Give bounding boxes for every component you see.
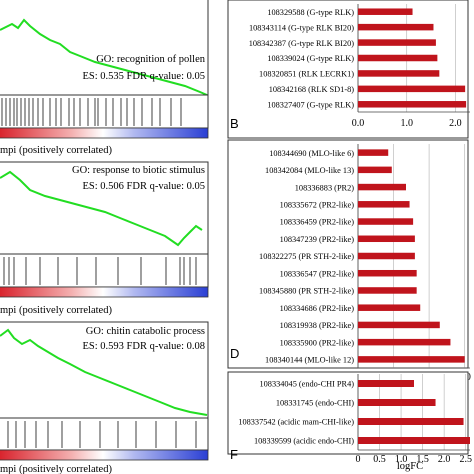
category-label: 108336459 (PR2-like) [280,218,355,227]
gsea-1-hit-marks [1,98,182,126]
x-tick-label: 1.0 [400,118,413,129]
category-label: 108339599 (acidic endo-CHI) [254,437,354,446]
gsea-3-caption: mpi (positively correlated) [0,464,112,474]
x-tick-label: 2.0 [449,118,462,129]
bar [358,399,436,406]
gsea-2-stats: ES: 0.506 FDR q-value: 0.05 [83,181,206,192]
bar [358,269,417,277]
category-label: 108339024 (G-type RLK) [267,54,354,63]
bar [358,8,413,15]
gsea-1-enrichment-line [0,18,208,96]
gsea-2-go-label: GO: response to biotic stimulus [72,165,205,176]
gsea-3-rank-bar [0,449,209,461]
bar-chart-d: 01.02.03.0108344690 (MLO-like 6)10834208… [227,139,471,383]
gsea-1-stats: ES: 0.535 FDR q-value: 0.05 [83,71,206,82]
gsea-3-go-label: GO: chitin catabolic process [86,326,205,337]
category-label: 108340144 (MLO-like 12) [265,356,354,365]
gsea-3-stats: ES: 0.593 FDR q-value: 0.08 [83,341,206,352]
gsea-1-rank-bar [0,127,209,139]
category-label: 108329588 (G-type RLK) [267,8,354,17]
gsea-1-caption: mpi (positively correlated) [0,145,112,156]
category-label: 108342387 (G-type RLK BI20) [249,39,355,48]
gsea-panel-1: GO: recognition of pollen ES: 0.535 FDR … [0,0,209,156]
category-label: 108335900 (PR2-like) [280,338,355,347]
x-tick-label: 1.0 [395,454,408,465]
x-tick-label: 1.5 [416,454,429,465]
category-label: 108322275 (PR STH-2-like) [259,252,354,261]
chart-b-frame [227,0,469,139]
gsea-panel-3: GO: chitin catabolic process ES: 0.593 F… [0,321,209,474]
category-label: 108344690 (MLO-like 6) [269,149,354,158]
bar [358,70,440,77]
category-label: 108337542 (acidic mam-CHI-like) [238,418,354,427]
bar [358,54,438,62]
gsea-2-hit-box [0,253,209,288]
gsea-2-rank-bar [0,286,209,298]
x-tick-label: 0 [356,454,361,465]
category-label: 108334045 (endo-CHI PR4) [260,380,355,389]
bar [358,101,467,108]
panel-letter-f: F [230,447,238,462]
gsea-2-enrichment-line [0,170,203,247]
x-tick-label: 0.0 [352,118,365,129]
bar [358,304,421,311]
x-tick-label: 2.0 [438,454,451,465]
x-tick-label: 0.5 [373,454,386,465]
bar [358,252,415,260]
bar [358,287,417,294]
bar-chart-b: 0.0 1.0 2.0 108329588 (G-type RLK) 108343114… [227,0,470,139]
bar [358,183,406,191]
chart-d-frame [227,139,469,369]
bar [358,166,392,174]
category-label: 108336547 (PR2-like) [280,269,355,278]
category-label: 108331745 (endo-CHI) [276,399,354,408]
x-tick-label: 2.5 [459,454,472,465]
gsea-2-hit-marks [3,257,197,285]
category-label: 108342168 (RLK SD1-8) [269,85,355,94]
bar-chart-f: 0 0.5 1.0 1.5 2.0 2.5 108334045 (endo-CHI PR4)… [227,371,472,465]
category-label: 108327407 (G-type RLK) [267,100,354,109]
category-label: 108342084 (MLO-like 13) [265,166,354,175]
bar [358,437,470,444]
chart-f-x-axis-label: logFC [397,461,423,472]
bar [358,418,464,425]
category-label: 108343114 (G-type RLK BI20) [249,23,354,32]
gsea-panel-2: GO: response to biotic stimulus ES: 0.50… [0,161,209,316]
gsea-3-enrichment-line [0,328,208,416]
category-label: 108345880 (PR STH-2-like) [259,287,354,296]
bar [358,235,415,243]
bar [358,85,466,93]
bar [358,356,465,363]
category-label: 108336883 (PR2) [295,183,354,192]
gsea-1-hit-box [0,94,209,129]
category-label: 108334686 (PR2-like) [280,304,355,313]
gsea-3-hit-box [0,417,209,451]
bar [358,149,389,156]
bar [358,321,440,329]
bar [358,338,451,346]
panel-letter-d: D [230,346,239,361]
panel-letter-b: B [230,116,239,131]
bar [358,23,434,31]
gsea-2-caption: mpi (positively correlated) [0,305,112,316]
gsea-3-hit-marks [7,421,197,448]
category-label: 108320851 (RLK LECRK1) [259,70,354,79]
bar [358,201,410,208]
bar [358,39,436,46]
gsea-1-go-label: GO: recognition of pollen [96,54,206,65]
category-label: 108319938 (PR2-like) [280,321,355,330]
category-label: 108347239 (PR2-like) [280,235,355,244]
bar [358,380,414,387]
category-label: 108335672 (PR2-like) [280,201,355,210]
bar [358,218,414,225]
